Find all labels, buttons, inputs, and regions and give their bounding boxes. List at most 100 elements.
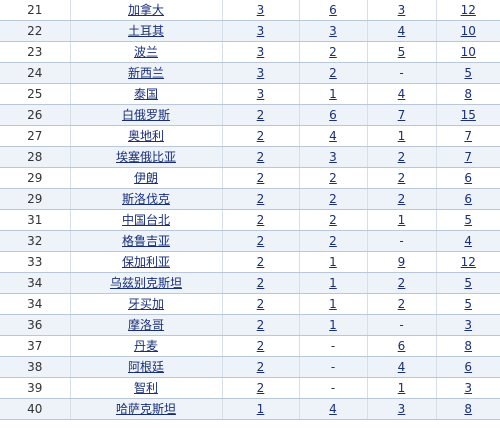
- gold-count-link[interactable]: 2: [256, 276, 265, 290]
- country-link[interactable]: 白俄罗斯: [121, 108, 170, 122]
- silver-count-link[interactable]: 2: [329, 192, 337, 206]
- country-link[interactable]: 格鲁吉亚: [121, 234, 170, 248]
- total-count-link[interactable]: 6: [464, 171, 473, 185]
- total-count-link[interactable]: 5: [464, 297, 473, 311]
- silver-count-link[interactable]: 1: [329, 297, 337, 311]
- gold-count-link[interactable]: 3: [256, 3, 265, 17]
- bronze-count-link[interactable]: 1: [397, 381, 406, 395]
- gold-cell: 2: [222, 314, 300, 336]
- table-row: 27 奥地利 2 4 1 7: [0, 125, 500, 147]
- gold-count-link[interactable]: 2: [256, 192, 265, 206]
- silver-count-link[interactable]: 1: [329, 255, 337, 269]
- gold-count-link[interactable]: 2: [256, 381, 265, 395]
- country-link[interactable]: 新西兰: [127, 66, 164, 80]
- country-link[interactable]: 埃塞俄比亚: [115, 150, 176, 164]
- gold-count-link[interactable]: 2: [256, 255, 265, 269]
- country-link[interactable]: 哈萨克斯坦: [115, 402, 176, 416]
- gold-count-link[interactable]: 2: [256, 108, 265, 122]
- silver-count-link[interactable]: 2: [329, 171, 337, 185]
- total-count-link[interactable]: 7: [464, 150, 473, 164]
- country-link[interactable]: 波兰: [133, 45, 158, 59]
- bronze-count-link[interactable]: 2: [397, 276, 406, 290]
- silver-count-link[interactable]: 2: [329, 234, 337, 248]
- country-link[interactable]: 土耳其: [127, 24, 164, 38]
- total-count-link[interactable]: 5: [464, 276, 473, 290]
- gold-count-link[interactable]: 2: [256, 129, 265, 143]
- total-count-link[interactable]: 10: [460, 45, 476, 59]
- bronze-count-link[interactable]: 2: [397, 150, 406, 164]
- total-count-link[interactable]: 5: [464, 66, 473, 80]
- gold-count-link[interactable]: 1: [256, 402, 265, 416]
- gold-count-link[interactable]: 3: [256, 24, 265, 38]
- country-link[interactable]: 智利: [133, 381, 158, 395]
- country-link[interactable]: 斯洛伐克: [121, 192, 170, 206]
- country-link[interactable]: 中国台北: [121, 213, 170, 227]
- bronze-count-link[interactable]: 7: [397, 108, 406, 122]
- country-link[interactable]: 加拿大: [127, 3, 164, 17]
- silver-count-link[interactable]: 1: [329, 318, 337, 332]
- total-count-link[interactable]: 12: [460, 3, 476, 17]
- country-link[interactable]: 乌兹别克斯坦: [109, 276, 182, 290]
- bronze-count-link[interactable]: 2: [397, 171, 406, 185]
- bronze-count-link[interactable]: 3: [397, 3, 406, 17]
- total-count-link[interactable]: 8: [464, 402, 473, 416]
- total-count-link[interactable]: 8: [464, 339, 473, 353]
- country-link[interactable]: 泰国: [133, 87, 158, 101]
- bronze-count-link[interactable]: 2: [397, 192, 406, 206]
- country-link[interactable]: 奥地利: [127, 129, 164, 143]
- total-count-link[interactable]: 6: [464, 360, 473, 374]
- gold-count-link[interactable]: 2: [256, 234, 265, 248]
- gold-count-link[interactable]: 2: [256, 318, 265, 332]
- total-count-link[interactable]: 3: [464, 381, 473, 395]
- bronze-count-link[interactable]: 5: [397, 45, 406, 59]
- country-link[interactable]: 牙买加: [127, 297, 164, 311]
- bronze-count-link[interactable]: 3: [397, 402, 406, 416]
- total-count-link[interactable]: 3: [464, 318, 473, 332]
- silver-count-link[interactable]: 4: [329, 402, 337, 416]
- total-count-link[interactable]: 4: [464, 234, 473, 248]
- gold-count-link[interactable]: 2: [256, 150, 265, 164]
- rank-label: 29: [27, 192, 43, 206]
- bronze-count-link[interactable]: 1: [397, 213, 406, 227]
- bronze-count-link[interactable]: 9: [397, 255, 406, 269]
- gold-count-link[interactable]: 2: [256, 360, 265, 374]
- total-count-link[interactable]: 5: [464, 213, 473, 227]
- total-count-link[interactable]: 15: [460, 108, 476, 122]
- country-link[interactable]: 摩洛哥: [127, 318, 164, 332]
- bronze-count-link[interactable]: 2: [397, 297, 406, 311]
- silver-count-link[interactable]: 6: [329, 108, 337, 122]
- gold-count-link[interactable]: 2: [256, 213, 265, 227]
- total-count-link[interactable]: 8: [464, 87, 473, 101]
- total-count-link[interactable]: 10: [460, 24, 476, 38]
- bronze-count-link[interactable]: 4: [397, 87, 406, 101]
- silver-count-link[interactable]: 1: [329, 87, 337, 101]
- total-count-link[interactable]: 6: [464, 192, 473, 206]
- country-link[interactable]: 保加利亚: [121, 255, 170, 269]
- gold-count-link[interactable]: 2: [256, 339, 265, 353]
- bronze-count-link[interactable]: 1: [397, 129, 406, 143]
- silver-count-link[interactable]: 2: [329, 66, 337, 80]
- bronze-count-link[interactable]: 6: [397, 339, 406, 353]
- rank-label: 28: [27, 150, 43, 164]
- bronze-count-link[interactable]: 4: [397, 24, 406, 38]
- total-cell: 12: [436, 251, 500, 273]
- gold-count-link[interactable]: 3: [256, 45, 265, 59]
- gold-count-link[interactable]: 3: [256, 66, 265, 80]
- silver-count-link[interactable]: 1: [329, 276, 337, 290]
- silver-count-link[interactable]: 4: [329, 129, 337, 143]
- bronze-count-link[interactable]: 4: [397, 360, 406, 374]
- silver-count-link[interactable]: 6: [329, 3, 337, 17]
- gold-count-link[interactable]: 3: [256, 87, 265, 101]
- total-count-link[interactable]: 7: [464, 129, 473, 143]
- country-link[interactable]: 丹麦: [133, 339, 158, 353]
- gold-count-link[interactable]: 2: [256, 171, 265, 185]
- gold-count-link[interactable]: 2: [256, 297, 265, 311]
- silver-count-link[interactable]: 2: [329, 213, 337, 227]
- country-link[interactable]: 伊朗: [133, 171, 158, 185]
- silver-count-link[interactable]: 3: [329, 24, 337, 38]
- country-link[interactable]: 阿根廷: [127, 360, 164, 374]
- rank-cell: 21: [0, 0, 71, 21]
- silver-count-link[interactable]: 2: [329, 45, 337, 59]
- total-count-link[interactable]: 12: [460, 255, 476, 269]
- silver-count-link[interactable]: 3: [329, 150, 337, 164]
